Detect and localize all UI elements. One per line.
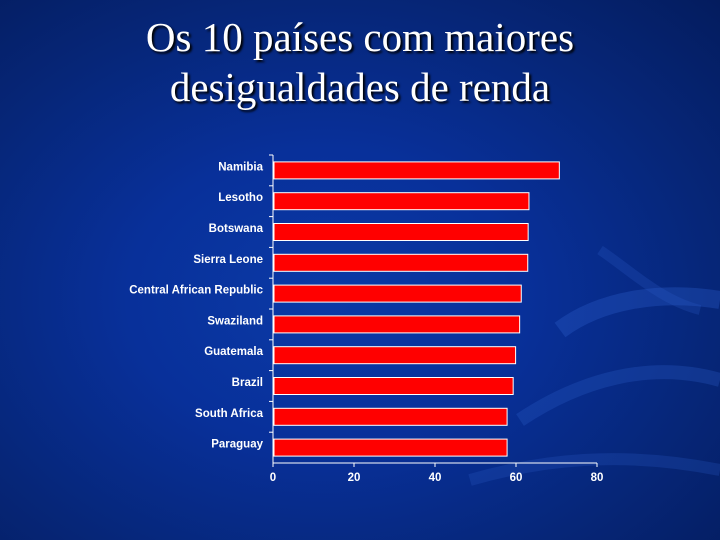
- slide-title: Os 10 países com maiores desigualdades d…: [0, 12, 720, 112]
- x-tick-label: 0: [270, 472, 276, 484]
- slide-title-line-2: desigualdades de renda: [169, 64, 551, 110]
- x-tick-label: 40: [429, 472, 442, 484]
- category-label: Guatemala: [204, 346, 263, 358]
- bar-brazil: [273, 377, 514, 395]
- category-label: Central African Republic: [129, 285, 263, 297]
- slide-title-line-1: Os 10 países com maiores: [145, 14, 575, 60]
- category-label: Brazil: [232, 377, 263, 389]
- bar-paraguay: [273, 438, 508, 457]
- category-label: Lesotho: [218, 192, 263, 204]
- bar-namibia: [273, 161, 560, 180]
- category-label: South Africa: [195, 408, 264, 420]
- bar-sierra-leone: [273, 253, 529, 272]
- category-label: Namibia: [218, 161, 263, 173]
- bar-guatemala: [273, 346, 517, 365]
- category-label: Sierra Leone: [193, 254, 263, 266]
- bar-swaziland: [273, 315, 521, 334]
- x-tick-label: 80: [591, 472, 604, 484]
- bar-lesotho: [273, 192, 530, 211]
- category-label: Swaziland: [207, 315, 263, 327]
- category-label: Botswana: [209, 223, 264, 235]
- bar-south-africa: [273, 407, 508, 426]
- bar-central-african-republic: [273, 284, 522, 303]
- x-tick-label: 60: [510, 472, 523, 484]
- x-tick-label: 20: [348, 472, 361, 484]
- bar-botswana: [273, 223, 529, 241]
- category-label: Paraguay: [211, 439, 263, 451]
